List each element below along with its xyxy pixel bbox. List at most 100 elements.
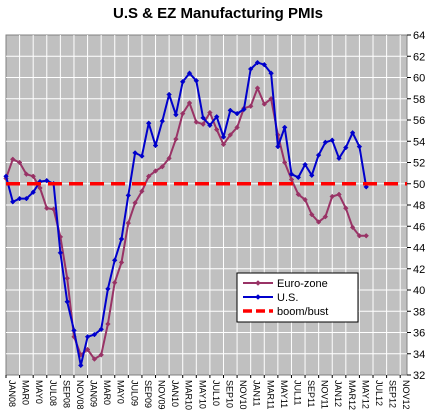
data-point (105, 321, 111, 327)
data-point (261, 61, 268, 68)
data-point (78, 362, 84, 369)
data-point (125, 192, 132, 199)
data-point (254, 85, 261, 91)
x-tick-label: MAR0 (21, 380, 31, 405)
legend-label: U.S. (277, 292, 298, 304)
y-tick-label: 46 (413, 221, 425, 233)
data-point (336, 191, 342, 198)
data-point (118, 236, 125, 242)
x-tick-label: NOV12 (401, 380, 411, 410)
y-tick-label: 56 (413, 115, 425, 127)
y-tick-label: 36 (413, 328, 425, 340)
x-tick-label: JUL10 (211, 380, 221, 406)
x-tick-label: SEP08 (61, 380, 71, 408)
data-point (200, 115, 206, 121)
y-tick-label: 52 (413, 158, 425, 170)
x-tick-label: JUL12 (374, 380, 384, 406)
data-point (166, 91, 172, 98)
data-point (343, 205, 349, 211)
x-tick-label: MAR11 (265, 380, 275, 409)
y-tick-label: 54 (413, 136, 425, 148)
series-line (5, 87, 367, 361)
data-point (227, 107, 234, 114)
legend-entry: U.S. (243, 292, 298, 304)
x-tick-label: JAN08 (7, 380, 17, 407)
y-tick-label: 34 (413, 349, 425, 361)
y-tick-label: 42 (413, 264, 425, 276)
data-point (145, 173, 152, 180)
y-tick-label: 32 (413, 370, 425, 382)
data-point (193, 119, 200, 125)
legend-label: Euro-zone (277, 278, 328, 290)
data-point (64, 275, 70, 282)
y-tick-label: 64 (413, 30, 425, 42)
data-point (288, 171, 295, 177)
y-tick-label: 58 (413, 94, 425, 106)
data-point (281, 124, 288, 131)
data-point (91, 356, 98, 362)
data-point (322, 213, 329, 220)
data-point (213, 114, 220, 120)
data-point (261, 101, 268, 107)
legend-label: boom/bust (277, 306, 328, 318)
x-tick-label: JAN10 (170, 380, 180, 407)
x-tick-label: NOV10 (238, 380, 248, 410)
data-point (343, 144, 349, 151)
data-point (356, 143, 363, 150)
x-tick-label: NOV08 (75, 380, 85, 410)
data-point (234, 110, 240, 117)
data-point (302, 161, 308, 168)
data-point (125, 220, 132, 226)
data-point (57, 250, 64, 256)
data-point (159, 163, 166, 170)
data-point (227, 132, 234, 138)
x-tick-label: MAY12 (360, 380, 370, 409)
data-point (363, 233, 369, 239)
data-point (254, 59, 261, 66)
x-axis-ticks: JAN08 MAR0 MAY0 JUL08 SEP08 NOV08 JAN09 MAR0 MAY… (5, 375, 411, 410)
series-euro-zone (3, 85, 369, 362)
data-point (275, 143, 281, 150)
data-point (118, 259, 125, 266)
data-point (302, 196, 308, 203)
data-point (3, 173, 9, 180)
data-point (152, 142, 159, 149)
data-point (186, 100, 193, 106)
data-point (309, 172, 315, 179)
data-point (220, 141, 227, 148)
data-point (207, 109, 213, 116)
data-point (98, 326, 104, 333)
data-point (84, 334, 91, 340)
data-point (329, 137, 335, 143)
x-tick-label: MAY0 (116, 380, 126, 404)
data-point (295, 174, 302, 181)
data-point (329, 193, 335, 200)
x-tick-label: JUL09 (129, 380, 139, 406)
x-tick-label: SEP09 (143, 380, 153, 408)
data-point (322, 139, 329, 146)
data-point (234, 124, 240, 131)
data-point (349, 130, 356, 136)
y-tick-label: 62 (413, 51, 425, 63)
data-point (241, 106, 247, 113)
x-tick-label: JAN09 (89, 380, 99, 407)
data-point (315, 219, 322, 225)
y-tick-label: 40 (413, 285, 425, 297)
data-point (64, 298, 70, 305)
data-point (173, 136, 179, 142)
data-point (356, 233, 363, 239)
data-point (213, 126, 220, 133)
data-point (111, 257, 118, 263)
data-point (10, 199, 16, 205)
data-point (173, 111, 179, 118)
data-point (132, 150, 138, 156)
data-point (281, 159, 288, 166)
data-point (139, 153, 145, 159)
data-point (207, 122, 213, 129)
data-point (84, 346, 91, 353)
data-point (105, 286, 111, 292)
data-point (152, 168, 159, 174)
x-tick-label: JAN12 (333, 380, 343, 407)
data-point (193, 77, 200, 84)
